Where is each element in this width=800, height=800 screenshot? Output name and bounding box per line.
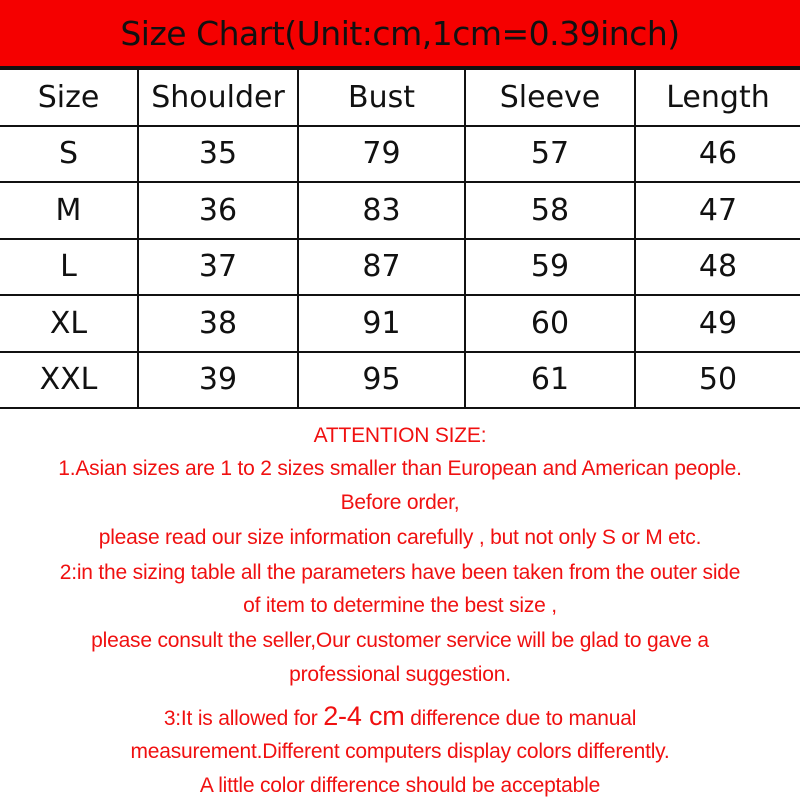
table-cell: M — [0, 181, 139, 240]
table-cell: 83 — [297, 181, 466, 240]
size-table: Size Shoulder Bust Sleeve Length S 35 79 57 46 M 36… — [0, 68, 800, 409]
column-header: Length — [634, 68, 800, 127]
note3-suffix: difference due to manual — [404, 707, 637, 730]
note-line: 2:in the sizing table all the parameters… — [59, 561, 741, 584]
note-line: please read our size information careful… — [98, 526, 702, 549]
table-cell: 61 — [464, 350, 636, 409]
size-chart-title: Size Chart(Unit:cm,1cm=0.39inch) — [0, 0, 800, 68]
table-row: L 37 87 59 48 — [0, 237, 800, 296]
note-line: please consult the seller,Our customer s… — [91, 629, 709, 652]
column-header: Sleeve — [464, 68, 636, 127]
table-cell: 48 — [634, 237, 800, 296]
table-cell: 87 — [297, 237, 466, 296]
note-line: 1.Asian sizes are 1 to 2 sizes smaller t… — [58, 457, 742, 480]
table-row: S 35 79 57 46 — [0, 124, 800, 183]
column-header: Size — [0, 68, 139, 127]
table-cell: 60 — [464, 294, 636, 353]
column-header: Bust — [297, 68, 466, 127]
table-row: M 36 83 58 47 — [0, 181, 800, 240]
table-cell: 58 — [464, 181, 636, 240]
notes-heading: ATTENTION SIZE: — [313, 424, 487, 447]
table-cell: 59 — [464, 237, 636, 296]
column-header: Shoulder — [137, 68, 299, 127]
table-cell: 37 — [137, 237, 299, 296]
table-cell: 35 — [137, 124, 299, 183]
table-row: XL 38 91 60 49 — [0, 294, 800, 353]
note3-highlight: 2-4 cm — [323, 701, 405, 731]
note-line: A little color difference should be acce… — [199, 774, 601, 797]
table-cell: S — [0, 124, 139, 183]
table-cell: 95 — [297, 350, 466, 409]
table-cell: 47 — [634, 181, 800, 240]
note-line: professional suggestion. — [289, 663, 511, 686]
header-row: Size Shoulder Bust Sleeve Length — [0, 68, 800, 127]
note-line: Before order, — [340, 491, 460, 514]
table-cell: L — [0, 237, 139, 296]
table-cell: 50 — [634, 350, 800, 409]
table-cell: 39 — [137, 350, 299, 409]
table-cell: 36 — [137, 181, 299, 240]
note-line: measurement.Different computers display … — [130, 740, 670, 763]
note-line: of item to determine the best size , — [243, 594, 557, 617]
table-cell: 57 — [464, 124, 636, 183]
table-cell: 38 — [137, 294, 299, 353]
table-cell: 46 — [634, 124, 800, 183]
table-cell: 49 — [634, 294, 800, 353]
table-cell: 91 — [297, 294, 466, 353]
table-cell: XL — [0, 294, 139, 353]
note3-prefix: 3:It is allowed for — [163, 707, 324, 730]
table-cell: 79 — [297, 124, 466, 183]
table-row: XXL 39 95 61 50 — [0, 350, 800, 409]
table-cell: XXL — [0, 350, 139, 409]
note-line-3: 3:It is allowed for 2-4 cm difference du… — [0, 701, 800, 732]
